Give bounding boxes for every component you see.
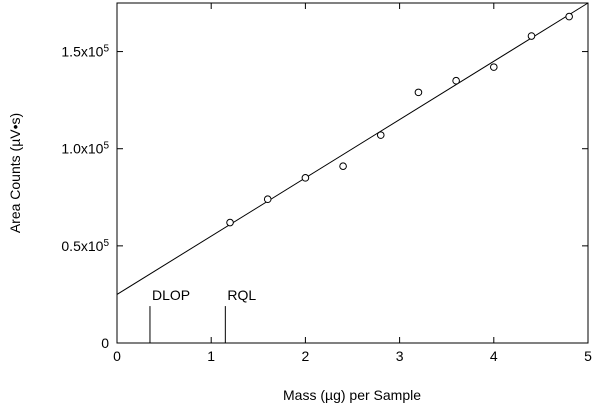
x-tick-label: 3 xyxy=(396,348,404,364)
fit-line-layer xyxy=(116,2,589,295)
x-axis-label: Mass (µg) per Sample xyxy=(283,387,421,403)
annotation-label: DLOP xyxy=(152,287,190,303)
data-point xyxy=(490,63,498,71)
x-tick-label: 2 xyxy=(302,348,310,364)
data-points-layer xyxy=(226,12,573,227)
data-point xyxy=(414,88,423,97)
x-tick-label: 1 xyxy=(207,348,215,364)
x-ticks-layer: 0 1 2 3 4 5 xyxy=(113,3,592,364)
x-tick-label: 5 xyxy=(584,348,592,364)
data-point xyxy=(263,195,272,204)
annotation-layer: DLOP RQL xyxy=(149,287,256,343)
y-tick-label: 0 xyxy=(101,335,109,351)
y-tick-label: 1.5x105 xyxy=(61,43,109,60)
data-point xyxy=(452,76,460,85)
data-point xyxy=(527,32,536,40)
plot-frame xyxy=(116,2,589,344)
data-point xyxy=(565,12,573,21)
y-ticks-layer: 0 0.5x105 1.0x105 1.5x105 xyxy=(61,43,588,351)
y-tick-label: 0.5x105 xyxy=(61,237,109,254)
data-point xyxy=(339,162,347,170)
data-point xyxy=(226,218,234,227)
y-tick-label: 1.0x105 xyxy=(61,140,109,157)
fit-line xyxy=(116,2,589,295)
data-point xyxy=(301,174,310,182)
y-axis-label: Area Counts (µV•s) xyxy=(7,113,23,233)
x-tick-label: 4 xyxy=(490,348,498,364)
annotation-label: RQL xyxy=(227,287,256,303)
x-tick-label: 0 xyxy=(113,348,121,364)
data-point xyxy=(376,131,385,139)
